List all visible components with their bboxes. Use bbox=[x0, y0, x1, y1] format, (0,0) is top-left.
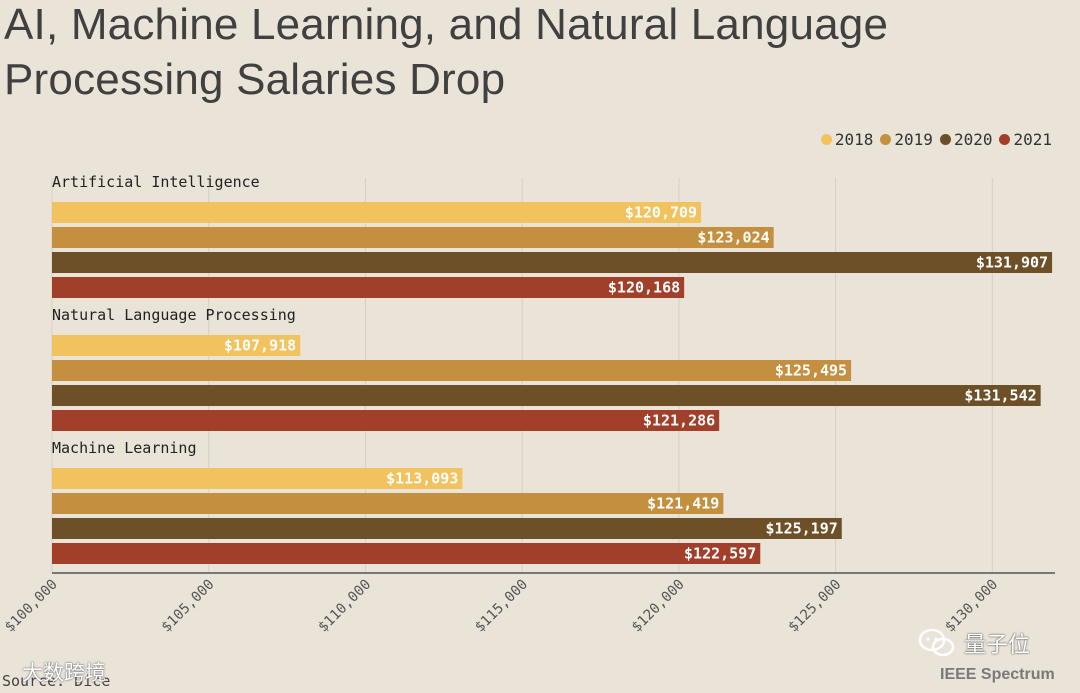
x-tick-label: $100,000 bbox=[2, 577, 61, 636]
source-note: Source: Dice bbox=[2, 672, 111, 690]
watermark-left-text: 大数跨境 bbox=[22, 661, 106, 685]
bar-2019 bbox=[52, 493, 724, 514]
x-tick-label: $115,000 bbox=[472, 577, 531, 636]
bar-2018 bbox=[52, 202, 702, 223]
bar-label-2020: $131,907 bbox=[976, 254, 1048, 272]
category-label: Machine Learning bbox=[52, 439, 197, 457]
chart-title: AI, Machine Learning, and Natural Langua… bbox=[4, 0, 1004, 107]
bar-label-2019: $123,024 bbox=[697, 229, 769, 247]
bar-label-2021: $121,286 bbox=[643, 412, 715, 430]
category-label: Natural Language Processing bbox=[52, 306, 296, 324]
legend-label-2018: 2018 bbox=[834, 130, 874, 149]
legend-label-2019: 2019 bbox=[894, 130, 933, 149]
bar-2019 bbox=[52, 227, 774, 248]
bar-2021 bbox=[52, 410, 720, 431]
bar-2021 bbox=[52, 543, 761, 564]
legend-label-2020: 2020 bbox=[953, 130, 993, 149]
bar-label-2018: $120,709 bbox=[625, 204, 697, 222]
watermark-right-text: 量子位 bbox=[964, 633, 1031, 658]
bar-2019 bbox=[52, 360, 852, 381]
chart-title-line-2: Processing Salaries Drop bbox=[4, 55, 506, 104]
x-tick-label: $120,000 bbox=[629, 577, 688, 636]
watermark-left: 大数跨境 bbox=[22, 657, 106, 687]
bar-2021 bbox=[52, 277, 685, 298]
bar-label-2019: $125,495 bbox=[775, 362, 847, 380]
legend-item-2018: 2018 bbox=[820, 130, 874, 149]
legend-label-2021: 2021 bbox=[1013, 130, 1052, 149]
bar-2018 bbox=[52, 468, 463, 489]
legend: 2018 2019 2020 2021 bbox=[814, 130, 1052, 149]
bar-label-2021: $122,597 bbox=[684, 545, 756, 563]
legend-item-2020: 2020 bbox=[939, 130, 993, 149]
bar-2020 bbox=[52, 518, 842, 539]
legend-item-2019: 2019 bbox=[880, 130, 933, 149]
legend-dot-2019 bbox=[880, 134, 892, 145]
bar-2020 bbox=[52, 385, 1041, 406]
category-label: Artificial Intelligence bbox=[52, 173, 260, 191]
legend-dot-2021 bbox=[999, 134, 1011, 145]
x-tick-label: $110,000 bbox=[315, 577, 374, 636]
wechat-icon bbox=[918, 628, 955, 657]
bar-label-2018: $107,918 bbox=[224, 337, 296, 355]
x-tick-label: $125,000 bbox=[785, 577, 844, 636]
bar-label-2018: $113,093 bbox=[386, 470, 458, 488]
brand-logo: IEEE Spectrum bbox=[940, 666, 1055, 683]
legend-dot-2020 bbox=[939, 134, 951, 145]
chart-title-line-1: AI, Machine Learning, and Natural Langua… bbox=[4, 0, 889, 49]
bar-2018 bbox=[52, 335, 301, 356]
bar-label-2020: $131,542 bbox=[964, 387, 1036, 405]
bar-label-2020: $125,197 bbox=[766, 520, 838, 538]
bar-label-2021: $120,168 bbox=[608, 279, 680, 297]
bar-label-2019: $121,419 bbox=[647, 495, 719, 513]
legend-dot-2018 bbox=[820, 134, 832, 145]
legend-item-2021: 2021 bbox=[999, 130, 1052, 149]
x-tick-label: $105,000 bbox=[159, 577, 218, 636]
watermark-right: 量子位 bbox=[918, 627, 1030, 659]
bar-2020 bbox=[52, 252, 1053, 273]
